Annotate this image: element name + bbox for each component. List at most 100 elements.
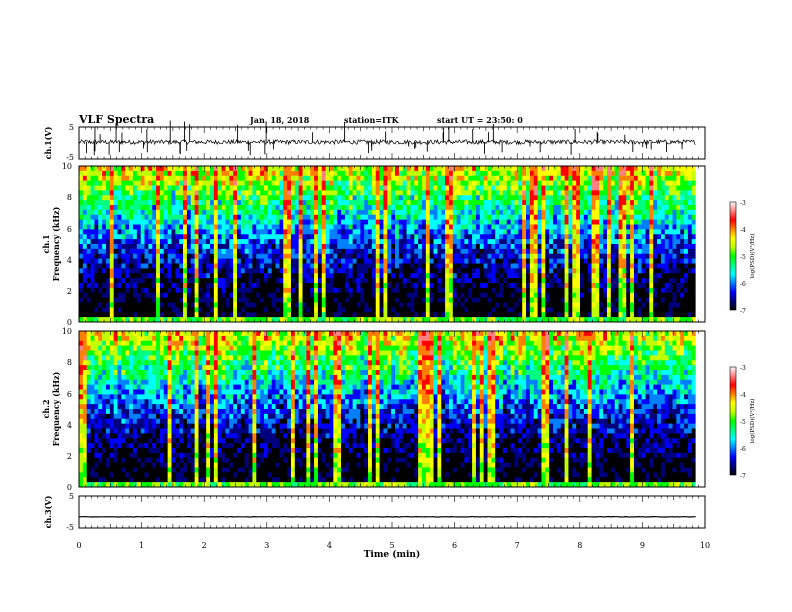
spectrogram-cell xyxy=(229,258,234,264)
spectrogram-cell xyxy=(383,219,388,225)
spectrogram-cell xyxy=(579,312,585,318)
spectrogram-cell xyxy=(194,180,199,186)
spectrogram-cell xyxy=(618,287,623,294)
spectrogram-cell xyxy=(263,219,269,225)
spectrogram-cell xyxy=(82,253,88,260)
spectrogram-cell xyxy=(210,224,215,230)
spectrogram-cell xyxy=(414,253,419,260)
spectrogram-cell xyxy=(433,253,438,260)
spectrogram-cell xyxy=(140,175,145,182)
spectrogram-cell xyxy=(233,224,238,230)
spectrogram-cell xyxy=(398,214,404,221)
spectrogram-cell xyxy=(98,283,103,289)
spectrogram-cell xyxy=(202,263,207,269)
spectrogram-cell xyxy=(599,175,604,182)
spectrogram-cell xyxy=(630,248,635,255)
spectrogram-cell xyxy=(452,224,458,230)
spectrogram-cell xyxy=(364,214,369,221)
spectrogram-cell xyxy=(140,273,145,279)
spectrogram-cell xyxy=(179,166,184,172)
spectrogram-cell xyxy=(317,312,323,318)
spectrogram-cell xyxy=(421,287,427,294)
spectrogram-cell xyxy=(483,209,488,216)
spectrogram-cell xyxy=(237,278,242,284)
spectrogram-cell xyxy=(475,224,481,230)
spectrogram-cell xyxy=(614,219,619,225)
spectrogram-cell xyxy=(445,248,450,255)
spectrogram-cell xyxy=(375,244,380,250)
spectrogram-cell xyxy=(564,312,569,318)
spectrogram-cell xyxy=(483,268,488,274)
spectrogram-cell xyxy=(529,258,535,264)
spectrogram-cell xyxy=(321,175,327,182)
spectrogram-cell xyxy=(526,229,531,235)
spectrogram-cell xyxy=(418,205,423,211)
spectrogram-cell xyxy=(283,312,288,318)
spectrogram-cell xyxy=(287,258,292,264)
spectrogram-cell xyxy=(317,209,323,216)
spectrogram-cell xyxy=(275,258,280,264)
spectrogram-cell xyxy=(568,224,573,230)
spectrogram-cell xyxy=(414,170,419,177)
spectrogram-cell xyxy=(314,195,319,201)
spectrogram-cell xyxy=(248,190,253,196)
spectrogram-cell xyxy=(325,258,330,264)
spectrogram-cell xyxy=(375,297,380,303)
spectrogram-cell xyxy=(506,219,512,225)
spectrogram-cell xyxy=(302,297,307,303)
spectrogram-cell xyxy=(445,292,450,299)
spectrogram-cell xyxy=(98,224,103,230)
spectrogram-cell xyxy=(109,258,115,264)
spectrogram-cell xyxy=(622,175,627,182)
spectrogram-cell xyxy=(348,302,354,308)
spectrogram-cell xyxy=(587,248,592,255)
spectrogram-cell xyxy=(402,234,407,240)
spectrogram-cell xyxy=(267,287,273,294)
spectrogram-cell xyxy=(418,312,423,318)
spectrogram-cell xyxy=(641,214,646,221)
spectrogram-cell xyxy=(198,185,203,191)
spectrogram-cell xyxy=(121,195,126,201)
spectrogram-cell xyxy=(310,302,315,308)
spectrogram-cell xyxy=(198,209,203,216)
spectrogram-cell xyxy=(418,219,423,225)
spectrogram-cell xyxy=(140,258,145,264)
spectrogram-cell xyxy=(225,239,230,245)
spectrogram-cell xyxy=(541,307,546,313)
spectrogram-cell xyxy=(314,263,319,269)
spectrogram-cell xyxy=(595,224,600,230)
spectrogram-cell xyxy=(356,253,361,260)
spectrogram-cell xyxy=(599,170,604,177)
spectrogram-cell xyxy=(287,209,292,216)
spectrogram-cell xyxy=(287,214,292,221)
spectrogram-cell xyxy=(541,263,546,269)
spectrogram-cell xyxy=(198,170,203,177)
spectrogram-cell xyxy=(421,244,427,250)
spectrogram-cell xyxy=(136,253,142,260)
spectrogram-cell xyxy=(329,214,334,221)
spectrogram-cell xyxy=(541,244,546,250)
spectrogram-cell xyxy=(518,283,523,289)
spectrogram-cell xyxy=(82,180,88,186)
spectrogram-cell xyxy=(402,312,407,318)
spectrogram-cell xyxy=(560,307,565,313)
spectrogram-cell xyxy=(398,297,404,303)
spectrogram-cell xyxy=(248,244,253,250)
spectrogram-cell xyxy=(329,278,334,284)
spectrogram-cell xyxy=(167,297,172,303)
spectrogram-cell xyxy=(271,170,276,177)
spectrogram-cell xyxy=(105,283,111,289)
spectrogram-cell xyxy=(564,317,569,322)
spectrogram-cell xyxy=(387,307,392,313)
spectrogram-cell xyxy=(637,297,643,303)
spectrogram-cell xyxy=(553,224,558,230)
spectrogram-cell xyxy=(117,312,122,318)
spectrogram-cell xyxy=(599,200,604,206)
spectrogram-cell xyxy=(441,200,446,206)
spectrogram-cell xyxy=(221,248,226,255)
spectrogram-cell xyxy=(233,287,238,294)
spectrogram-cell xyxy=(626,166,631,172)
spectrogram-cell xyxy=(441,297,446,303)
spectrogram-cell xyxy=(529,307,535,313)
spectrogram-cell xyxy=(421,205,427,211)
